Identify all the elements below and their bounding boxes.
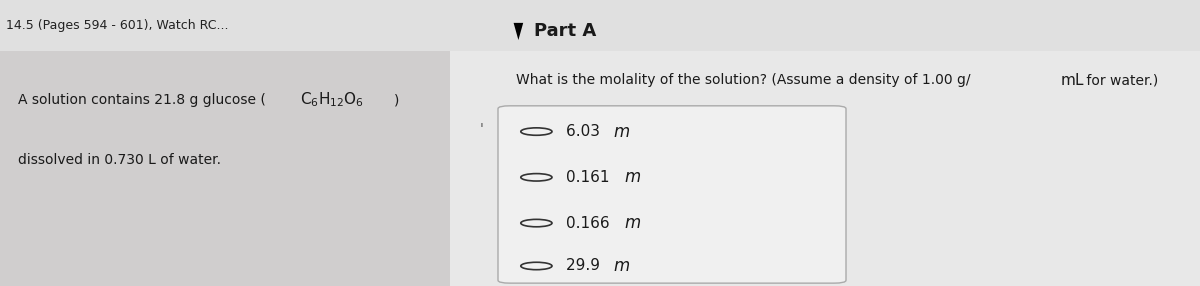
Text: ): ) — [394, 93, 398, 107]
Text: A solution contains 21.8 g glucose (: A solution contains 21.8 g glucose ( — [18, 93, 266, 107]
Text: What is the molality of the solution? (Assume a density of 1.00 g/: What is the molality of the solution? (A… — [516, 73, 971, 87]
Text: $m$: $m$ — [624, 168, 641, 186]
FancyBboxPatch shape — [498, 106, 846, 283]
Text: $m$: $m$ — [613, 257, 630, 275]
FancyBboxPatch shape — [450, 0, 1200, 286]
FancyBboxPatch shape — [0, 0, 450, 286]
Text: 0.161: 0.161 — [566, 170, 614, 185]
Text: $m$: $m$ — [624, 214, 641, 232]
Polygon shape — [514, 23, 523, 40]
Text: $\mathrm{mL}$: $\mathrm{mL}$ — [1060, 72, 1085, 88]
Text: 0.166: 0.166 — [566, 216, 614, 231]
Text: ': ' — [480, 122, 484, 136]
Text: for water.): for water.) — [1082, 73, 1159, 87]
Text: 14.5 (Pages 594 - 601), Watch RC...: 14.5 (Pages 594 - 601), Watch RC... — [6, 19, 228, 32]
Text: dissolved in 0.730 L of water.: dissolved in 0.730 L of water. — [18, 153, 221, 167]
Text: Part A: Part A — [534, 23, 596, 40]
Text: 6.03: 6.03 — [566, 124, 605, 139]
Text: $\mathrm{C_6H_{12}O_6}$: $\mathrm{C_6H_{12}O_6}$ — [300, 91, 364, 110]
Text: 29.9: 29.9 — [566, 259, 605, 273]
Text: $m$: $m$ — [613, 123, 630, 140]
FancyBboxPatch shape — [0, 0, 1200, 51]
